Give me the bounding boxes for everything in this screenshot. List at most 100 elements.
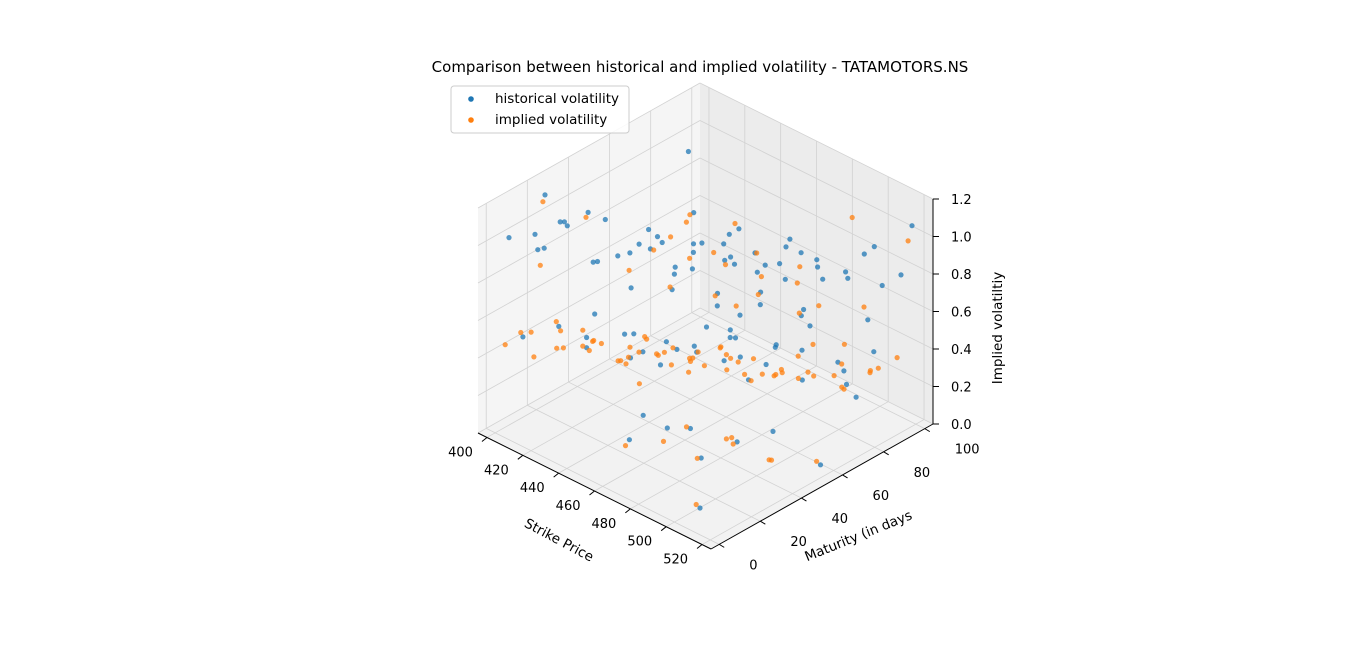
chart-title: Comparison between historical and implie… <box>432 58 969 76</box>
point-implied <box>795 353 801 359</box>
point-implied <box>560 345 567 351</box>
legend: historical volatility implied volatility <box>450 85 630 134</box>
point-historical <box>782 276 788 282</box>
point-historical <box>703 324 710 330</box>
grid-line-z <box>699 232 934 350</box>
point-implied <box>750 356 757 362</box>
point-historical <box>770 428 776 434</box>
point-implied <box>636 349 642 355</box>
point-implied <box>687 255 693 261</box>
point-implied <box>654 351 660 357</box>
point-implied <box>683 219 690 225</box>
z-tick-label: 0.4 <box>951 343 972 358</box>
grid-line-z <box>699 270 934 387</box>
point-implied <box>810 341 816 347</box>
point-historical <box>734 439 740 445</box>
grid-line-z <box>477 270 701 396</box>
point-implied <box>748 378 754 384</box>
point-historical <box>843 381 850 387</box>
point-historical <box>762 262 768 268</box>
point-implied <box>796 310 802 316</box>
point-implied <box>742 371 748 377</box>
tick-labels: 400 420 440 460 480 500 520 0 20 40 60 80 100 0.0 0.2 0… <box>448 193 979 573</box>
point-historical <box>732 335 739 341</box>
point-historical <box>714 303 720 309</box>
y-tick-label: 20 <box>790 535 807 550</box>
point-historical <box>841 368 847 374</box>
point-implied <box>695 349 701 355</box>
z-tick-label: 1.2 <box>951 193 972 208</box>
grid-line-z <box>699 195 934 312</box>
point-historical <box>626 437 633 443</box>
point-historical <box>817 462 824 468</box>
point-historical <box>615 253 621 259</box>
point-historical <box>721 241 727 247</box>
z-tick-label: 1.0 <box>951 231 972 246</box>
point-implied <box>841 341 848 347</box>
point-implied <box>667 284 673 290</box>
point-implied <box>668 362 675 368</box>
point-historical <box>664 425 670 431</box>
point-historical <box>657 362 664 368</box>
point-implied <box>811 373 817 379</box>
z-tick-label: 0.2 <box>951 381 972 396</box>
legend-marker-historical <box>468 96 474 102</box>
y-tick-mark <box>718 543 725 548</box>
y-tick-mark <box>883 451 889 456</box>
point-implied <box>502 342 508 348</box>
point-implied <box>717 345 723 351</box>
point-implied <box>875 365 881 371</box>
point-implied <box>598 340 605 347</box>
point-historical <box>861 251 867 257</box>
point-implied <box>661 349 668 355</box>
point-implied <box>729 435 735 441</box>
grid-line-z <box>699 82 934 200</box>
point-historical <box>557 219 563 225</box>
point-historical <box>687 425 694 432</box>
point-historical <box>721 358 727 364</box>
point-historical <box>865 317 871 323</box>
point-implied <box>586 347 592 354</box>
point-historical <box>783 244 789 250</box>
y-tick-label: 100 <box>955 443 980 458</box>
point-historical <box>685 148 692 155</box>
y-tick-mark <box>842 474 848 479</box>
point-historical <box>871 244 877 250</box>
point-implied <box>816 303 822 309</box>
grid-line-x <box>486 312 710 438</box>
grid-line-x <box>558 347 781 474</box>
z-tick-label: 0.0 <box>951 418 972 433</box>
point-historical <box>659 239 665 246</box>
grid-line-z <box>477 82 701 209</box>
point-implied <box>651 247 657 253</box>
point-implied <box>894 355 900 361</box>
point-implied <box>831 373 837 379</box>
point-historical <box>845 275 851 281</box>
point-implied <box>805 369 811 375</box>
point-implied <box>540 199 546 205</box>
point-historical <box>690 249 697 255</box>
point-historical <box>592 311 598 317</box>
point-implied <box>554 345 560 351</box>
point-historical <box>772 344 778 350</box>
point-historical <box>561 219 568 225</box>
y-tick-label: 40 <box>831 512 848 527</box>
axis-panes <box>478 83 933 549</box>
point-historical <box>535 247 541 253</box>
x-tick-mark <box>517 454 524 460</box>
grid-line-y <box>486 428 720 545</box>
y-tick-mark <box>760 520 766 525</box>
point-historical <box>532 231 538 237</box>
point-implied <box>583 214 589 220</box>
grid-line-x <box>701 419 925 545</box>
x-tick-label: 420 <box>484 463 509 478</box>
point-implied <box>861 304 867 310</box>
point-implied <box>755 291 761 298</box>
x-tick-mark <box>660 526 667 532</box>
point-implied <box>670 345 676 351</box>
point-implied <box>711 249 717 256</box>
point-implied <box>528 329 534 335</box>
point-historical <box>689 266 696 272</box>
y-tick-mark <box>924 428 931 433</box>
